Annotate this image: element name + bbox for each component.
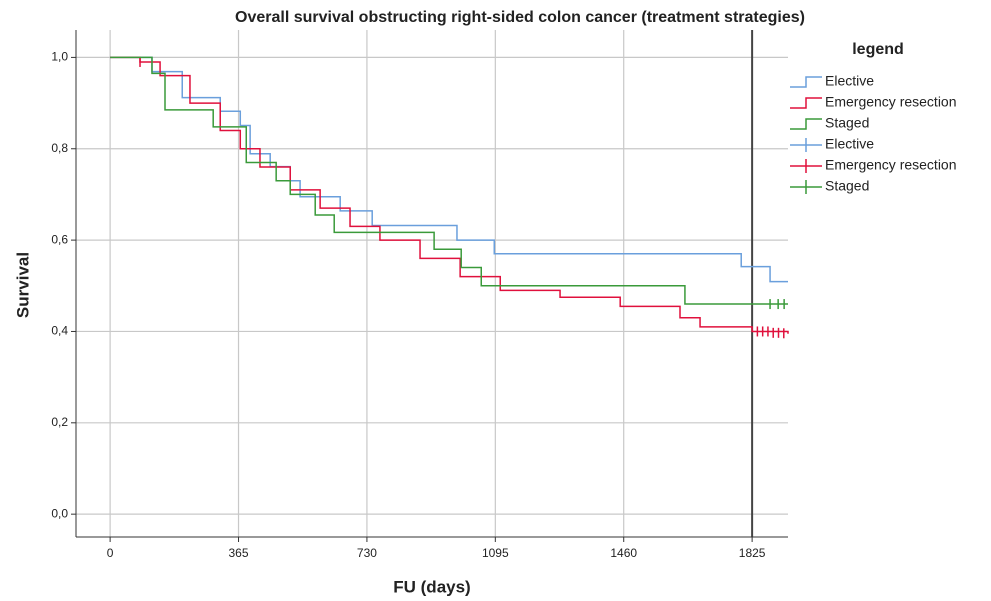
legend-title: legend: [852, 41, 904, 58]
legend-step: [790, 76, 822, 88]
legend-label: Emergency resection: [825, 94, 957, 110]
x-tick-label: 1460: [610, 546, 637, 560]
chart-title: Overall survival obstructing right-sided…: [235, 9, 805, 26]
x-tick-label: 730: [357, 546, 377, 560]
legend-label: Elective: [825, 73, 874, 89]
legend-censor: [790, 138, 822, 152]
y-tick-label: 0,0: [51, 506, 68, 520]
legend-censor: [790, 180, 822, 194]
x-tick-label: 365: [229, 546, 249, 560]
x-tick-label: 1095: [482, 546, 509, 560]
y-axis-label: Survival: [13, 252, 32, 318]
x-axis-label: FU (days): [393, 577, 470, 596]
legend-label: Staged: [825, 115, 869, 131]
survival-line: [110, 56, 788, 283]
x-tick-label: 1825: [739, 546, 766, 560]
legend-label: Emergency resection: [825, 157, 957, 173]
survival-line: [110, 56, 788, 305]
legend-step: [790, 97, 822, 109]
y-tick-label: 1,0: [51, 50, 68, 64]
legend-censor: [790, 159, 822, 173]
y-tick-label: 0,2: [51, 415, 68, 429]
legend-label: Elective: [825, 136, 874, 152]
y-tick-label: 0,4: [51, 324, 68, 338]
y-tick-label: 0,6: [51, 232, 68, 246]
x-tick-label: 0: [107, 546, 114, 560]
legend-label: Staged: [825, 178, 869, 194]
survival-line: [110, 56, 789, 334]
legend-step: [790, 118, 822, 130]
y-tick-label: 0,8: [51, 141, 68, 155]
